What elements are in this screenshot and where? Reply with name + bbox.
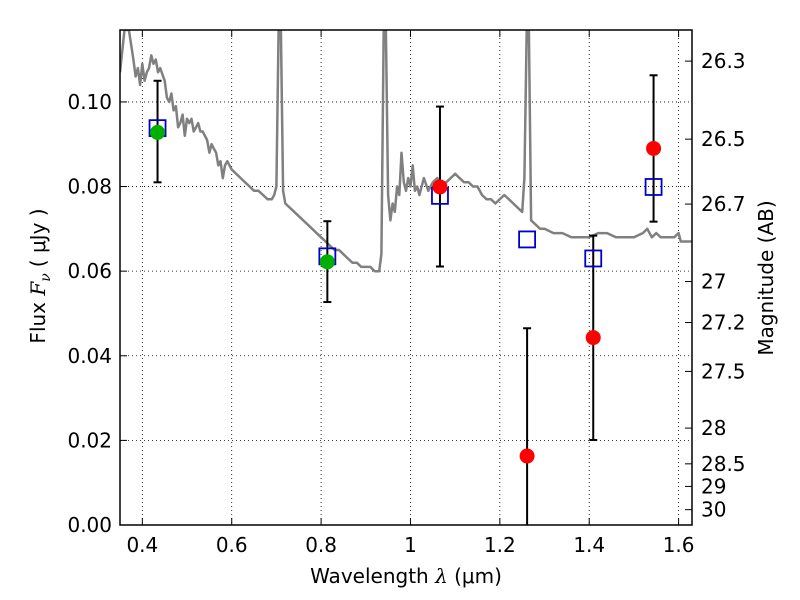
y-tick-label: 0.10: [67, 90, 112, 114]
observed-detection-point: [150, 124, 166, 140]
spectrum-line: [120, 30, 692, 273]
x-tick-label: 0.6: [216, 533, 248, 557]
y-tick-label: 0.06: [67, 259, 112, 283]
right-tick-label: 27: [701, 270, 726, 294]
x-tick-label: 0.8: [305, 533, 337, 557]
error-bars: [153, 74, 658, 525]
model-photometry-point: [584, 249, 603, 268]
model-spectrum: [120, 30, 692, 273]
observed-low-significance-point: [646, 140, 662, 156]
y-axis-label-symbol: F: [26, 281, 50, 297]
y-tick-label: 0.08: [67, 175, 112, 199]
plot-frame: [119, 29, 693, 526]
x-tick-label: 1.4: [573, 533, 605, 557]
x-axis-label-prefix: Wavelength: [310, 564, 429, 588]
y-axis-label-unit: ( μJy ): [26, 208, 50, 267]
grid-lines: [120, 30, 692, 526]
right-tick-label: 28.5: [701, 452, 746, 476]
x-tick-label: 1.2: [484, 533, 516, 557]
observed-low-significance-point: [519, 448, 535, 464]
y-axis-label-sub: ν: [38, 273, 54, 282]
right-tick-label: 26.5: [701, 127, 746, 151]
y-axis-label-prefix: Flux: [26, 302, 50, 344]
right-tick-label: 28: [701, 416, 726, 440]
observed-low-significance-point: [432, 179, 448, 195]
observed-detection-point: [319, 254, 335, 270]
y-tick-label: 0.00: [67, 513, 112, 537]
right-tick-label: 27.2: [701, 311, 746, 335]
y-ticks: 0.00 0.02 0.04 0.06 0.08 0.10: [67, 90, 127, 537]
right-tick-label: 26.7: [701, 192, 746, 216]
right-axis-label: Magnitude (AB): [754, 200, 778, 355]
observed-low-significance-point: [585, 330, 601, 346]
model-photometry-point: [518, 230, 537, 249]
y-axis-label: Flux Fν ( μJy ): [26, 208, 54, 343]
x-tick-label: 1.6: [663, 533, 695, 557]
right-tick-label: 26.3: [701, 49, 746, 73]
right-tick-label: 30: [701, 498, 726, 522]
right-tick-label: 27.5: [701, 359, 746, 383]
x-axis-label: Wavelength λ (μm): [310, 564, 502, 588]
y-tick-label: 0.02: [67, 428, 112, 452]
x-axis-label-symbol: λ: [434, 564, 448, 588]
x-tick-label: 1: [404, 533, 417, 557]
x-tick-label: 0.4: [126, 533, 158, 557]
x-ticks: 0.4 0.6 0.8 1 1.2 1.4 1.6: [126, 30, 695, 557]
right-tick-label: 29: [701, 474, 726, 498]
x-axis-label-unit: (μm): [454, 564, 502, 588]
model-photometry-point: [644, 178, 663, 196]
y-tick-label: 0.04: [67, 344, 112, 368]
data-markers: [148, 119, 663, 464]
